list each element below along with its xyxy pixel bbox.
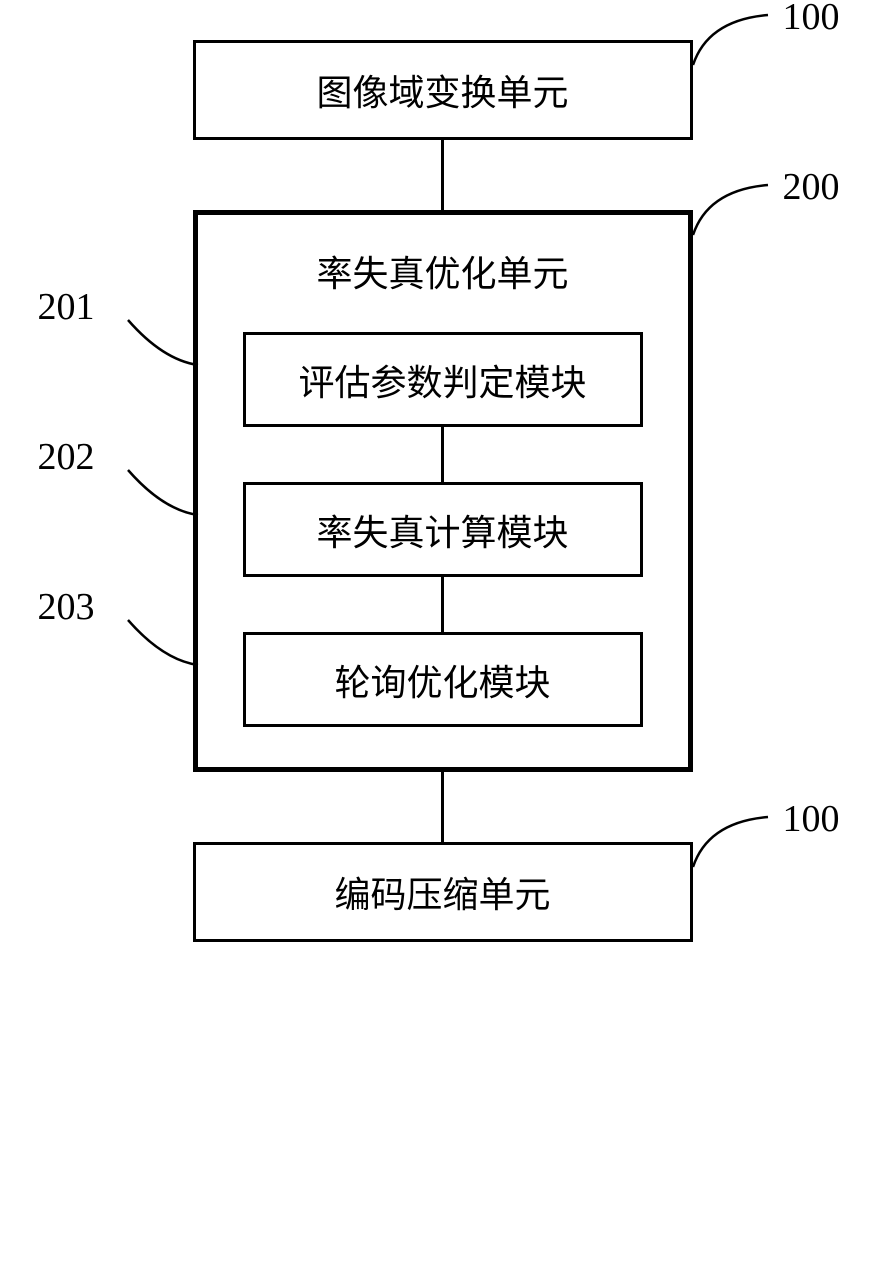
module-label: 评估参数判定模块 [298, 354, 586, 406]
leader-module-1 [123, 465, 203, 520]
top-block-label: 图像域变换单元 [316, 64, 568, 116]
connector-inner-1 [441, 427, 444, 482]
connector-inner-2 [441, 577, 444, 632]
ref-container: 200 [783, 165, 840, 209]
flowchart-diagram: 图像域变换单元 100 率失真优化单元 评估参数判定模块 率失真计算模块 [93, 40, 793, 942]
module-block: 评估参数判定模块 [243, 332, 643, 427]
module-block: 轮询优化模块 [243, 632, 643, 727]
ref-module-2: 203 [38, 585, 95, 629]
ref-module-0: 201 [38, 285, 95, 329]
leader-container [688, 180, 778, 240]
ref-top: 100 [783, 0, 840, 39]
bottom-block-label: 编码压缩单元 [334, 866, 550, 918]
leader-bottom [688, 812, 778, 872]
bottom-block: 编码压缩单元 [193, 842, 693, 942]
connector-2 [441, 772, 444, 842]
ref-bottom: 100 [783, 797, 840, 841]
ref-module-1: 202 [38, 435, 95, 479]
module-block: 率失真计算模块 [243, 482, 643, 577]
connector-1 [441, 140, 444, 210]
module-label: 率失真计算模块 [316, 504, 568, 556]
container-title: 率失真优化单元 [316, 245, 568, 297]
leader-module-0 [123, 315, 203, 370]
container-block: 率失真优化单元 评估参数判定模块 率失真计算模块 轮询优化模块 [193, 210, 693, 772]
leader-module-2 [123, 615, 203, 670]
module-label: 轮询优化模块 [334, 654, 550, 706]
leader-top [688, 10, 778, 70]
top-block: 图像域变换单元 [193, 40, 693, 140]
